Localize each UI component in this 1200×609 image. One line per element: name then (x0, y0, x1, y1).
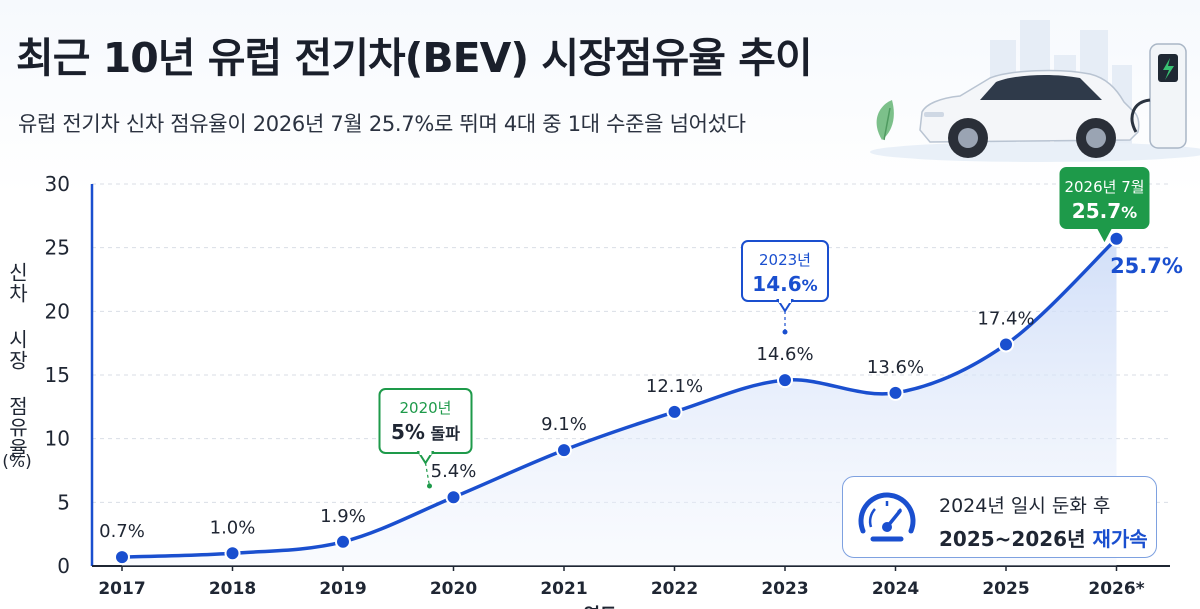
callout-value: 14.6% (752, 272, 817, 296)
callout-value-bold: 14.6 (752, 272, 801, 296)
x-tick-label: 2022 (651, 579, 698, 599)
callout-value-rest: 돌파 (425, 424, 460, 443)
data-label: 13.6% (867, 357, 924, 378)
page-title: 최근 10년 유럽 전기차(BEV) 시장점유율 추이 (16, 34, 813, 82)
callout-leader (424, 462, 431, 487)
callout-anchor (782, 329, 788, 335)
y-axis-label: 신차 시장 점유율 (5, 262, 29, 459)
data-label: 1.0% (210, 517, 256, 538)
x-tick-label: 2017 (98, 579, 145, 599)
data-point (666, 403, 683, 420)
data-point (887, 384, 904, 401)
callout-value: 25.7% (1072, 199, 1137, 223)
series-line (121, 237, 1118, 559)
callout-pointer-mask (779, 299, 791, 303)
data-point (556, 442, 572, 459)
callout: 2026년 7월 25.7% (1059, 167, 1150, 243)
y-tick-label: 15 (45, 363, 70, 387)
y-tick-label: 10 (45, 427, 70, 451)
callout-title: 2023년 (759, 251, 811, 269)
y-tick-label: 30 (45, 172, 70, 196)
callout-value-rest: % (1121, 203, 1137, 222)
y-tick-label: 25 (45, 236, 70, 260)
data-label: 0.7% (99, 521, 145, 542)
data-point (114, 549, 130, 566)
callout-pointer-mask (419, 451, 432, 455)
callout-anchor (427, 483, 432, 489)
callout-value-rest: % (802, 276, 818, 295)
callout-pointer-mask (1098, 226, 1111, 230)
x-axis-label: 연도 (583, 605, 616, 609)
data-point (445, 489, 462, 506)
data-label: 14.6% (756, 344, 813, 365)
data-label: 25.7% (1110, 254, 1183, 278)
y-tick-label: 20 (45, 299, 70, 323)
note-box: 2024년 일시 둔화 후 2025~2026년 재가속 (842, 476, 1157, 558)
callout-title: 2026년 7월 (1064, 178, 1144, 196)
x-tick-label: 2024 (872, 579, 919, 599)
note-line-2-text: 2025~2026년 (939, 527, 1086, 551)
x-tick-label: 2021 (540, 579, 587, 599)
data-label: 9.1% (541, 414, 587, 435)
y-tick-label: 0 (57, 554, 70, 578)
data-point (777, 372, 793, 389)
y-tick-label: 5 (57, 490, 70, 514)
data-point (1108, 230, 1125, 247)
page-subtitle: 유럽 전기차 신차 점유율이 2026년 7월 25.7%로 뛰며 4대 중 1… (18, 112, 746, 136)
data-point (998, 336, 1014, 353)
hero-illustration (870, 20, 1200, 162)
note-highlight: 재가속 (1092, 527, 1148, 551)
callout-title: 2020년 (400, 399, 452, 417)
data-label: 17.4% (977, 308, 1034, 329)
x-tick-label: 2019 (319, 579, 366, 599)
ev-charger-icon (1130, 43, 1187, 149)
note-line-1: 2024년 일시 둔화 후 (939, 495, 1111, 517)
data-label: 12.1% (646, 376, 703, 397)
x-tick-label: 2025 (982, 579, 1029, 599)
y-axis-unit: (%) (2, 452, 32, 472)
callout-value: 5% 돌파 (391, 420, 460, 444)
callout-value-bold: 25.7 (1072, 199, 1121, 223)
x-tick-label: 2018 (209, 579, 256, 599)
x-tick-label: 2020 (430, 579, 477, 599)
data-label: 1.9% (320, 506, 366, 527)
callout: 2023년 14.6% (741, 240, 829, 335)
x-tick-label: 2026* (1088, 579, 1144, 599)
data-label: 5.4% (431, 461, 477, 482)
callout-value-bold: 5% (391, 420, 425, 444)
data-point (224, 545, 241, 562)
leaf-icon (876, 100, 894, 141)
speedometer-icon (858, 492, 916, 542)
note-line-2: 2025~2026년 재가속 (939, 523, 1148, 552)
x-tick-label: 2023 (761, 579, 808, 599)
callout: 2020년 5% 돌파 (378, 388, 473, 489)
car-icon (919, 69, 1140, 158)
data-point (335, 533, 351, 550)
